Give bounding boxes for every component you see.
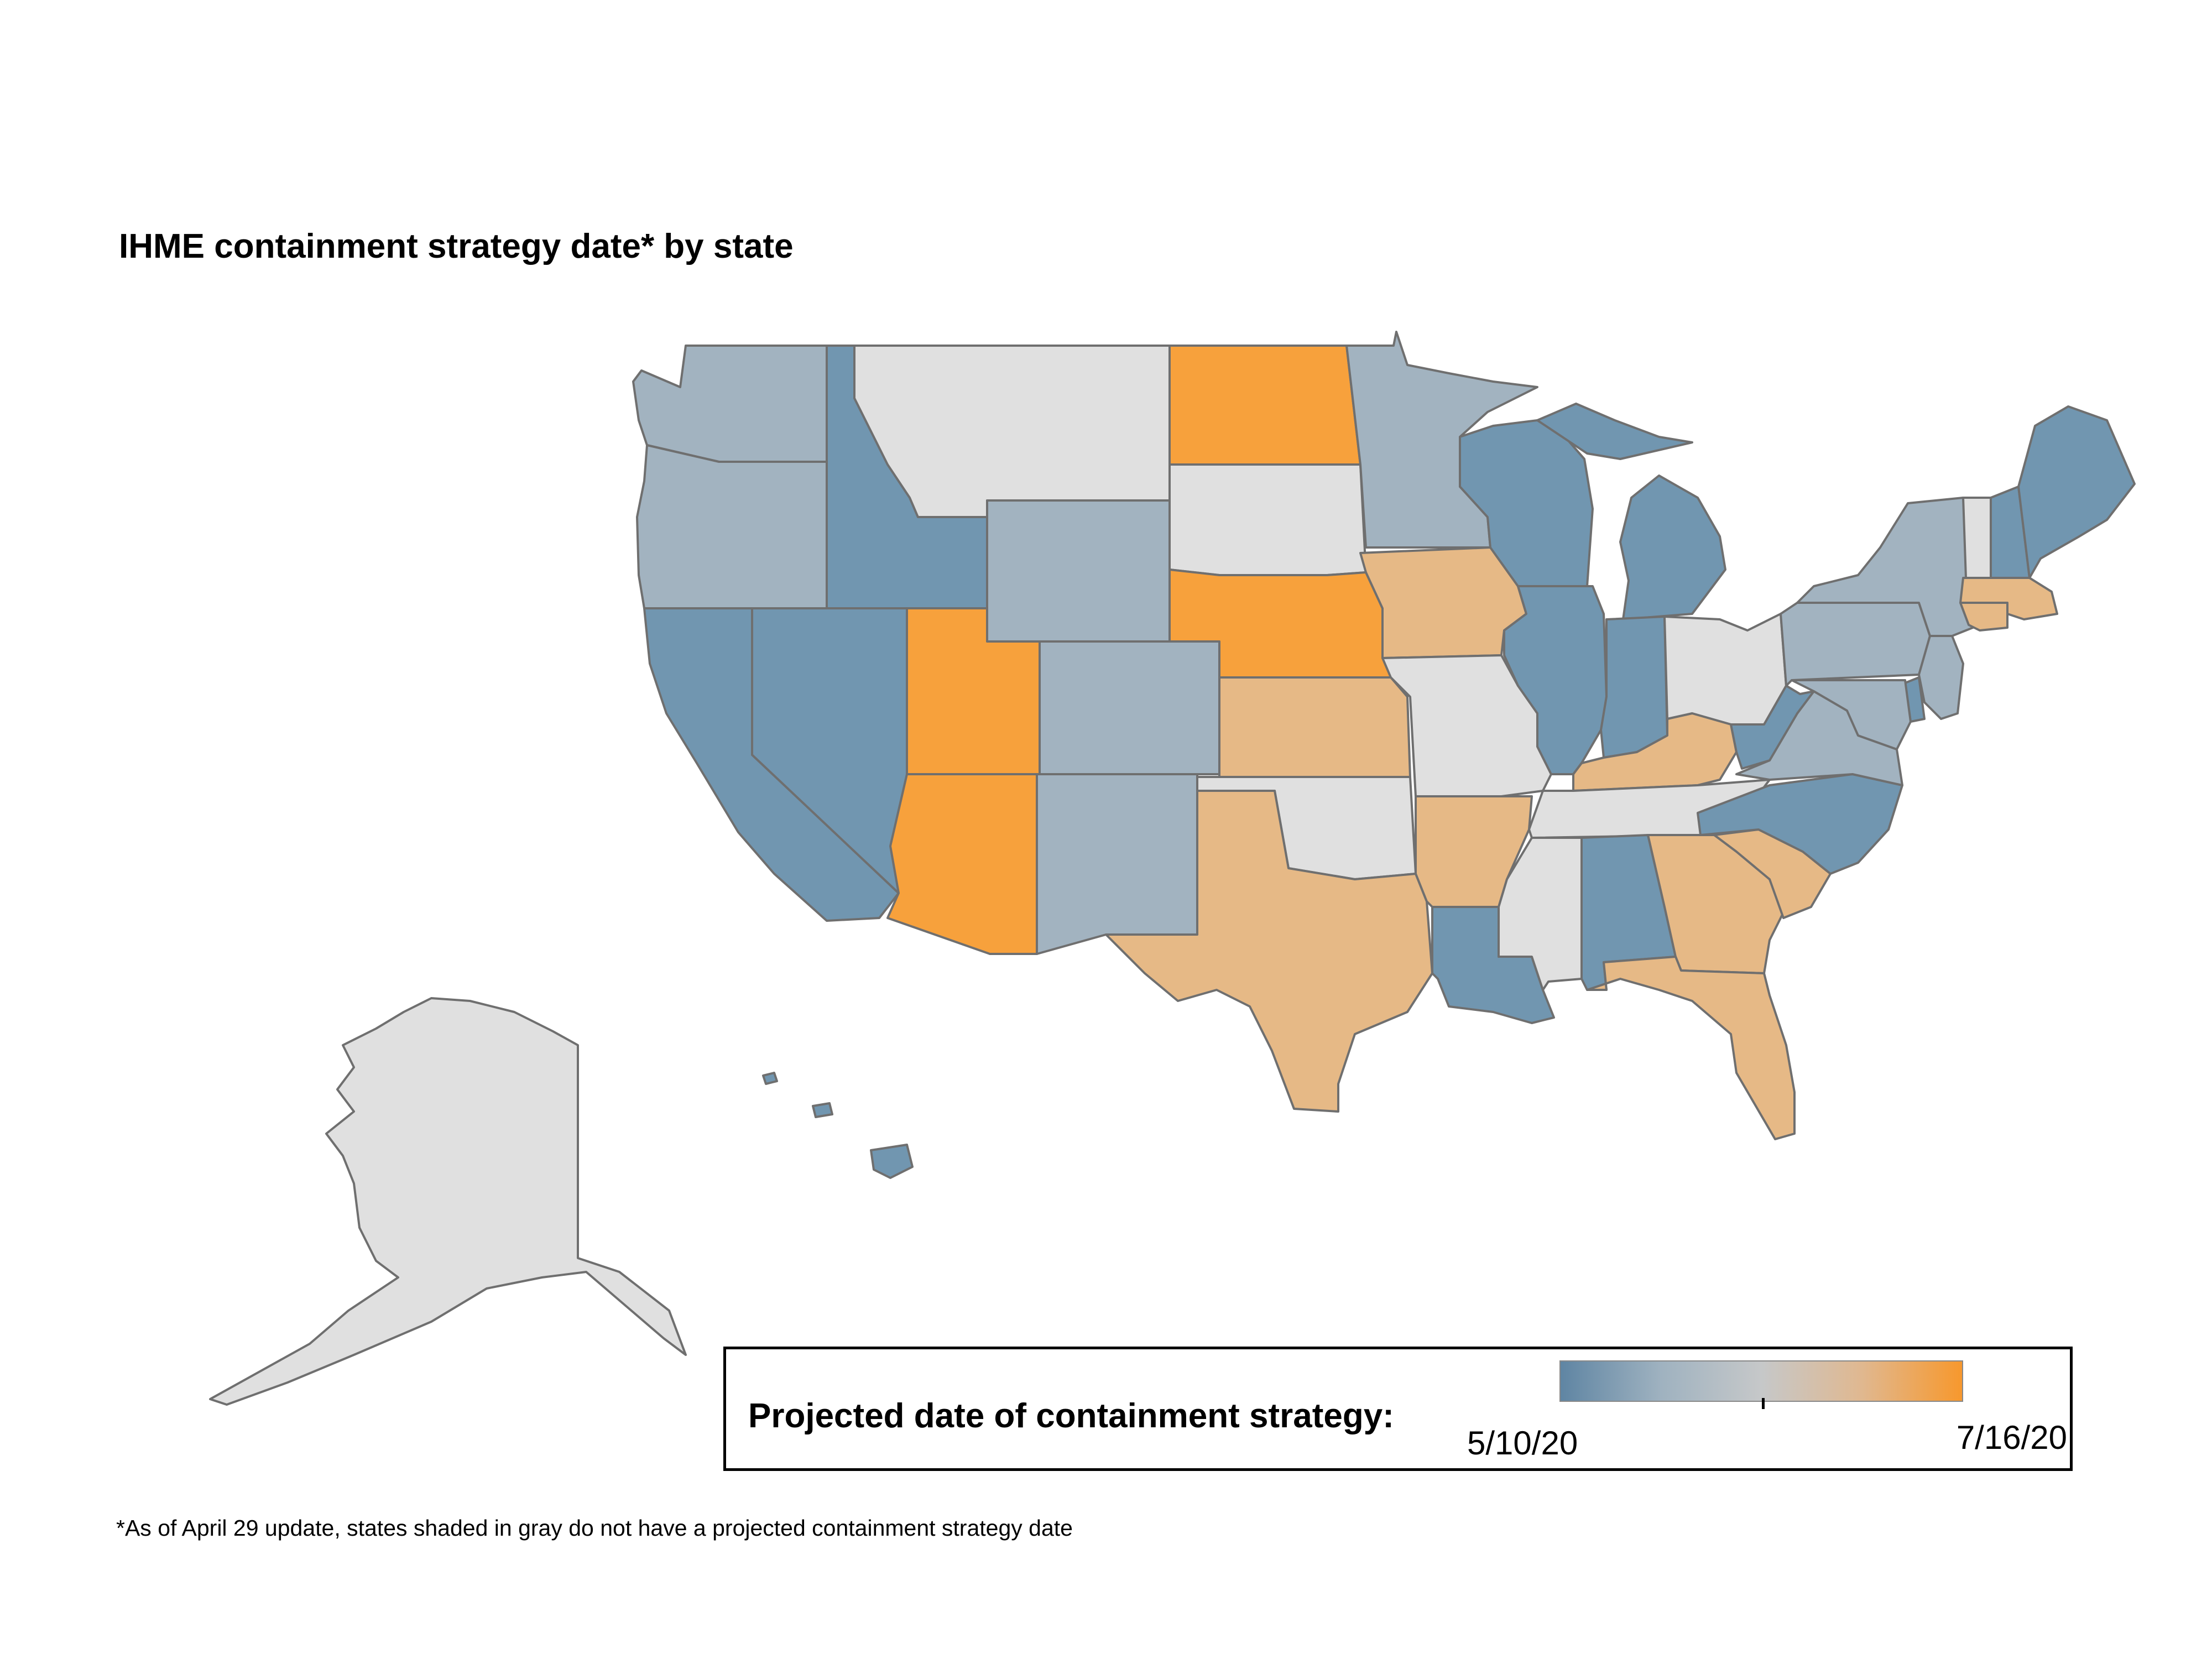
state-il[interactable] bbox=[1503, 585, 1608, 775]
state-wv[interactable] bbox=[1730, 685, 1815, 770]
state-nd[interactable] bbox=[1168, 345, 1361, 466]
state-md[interactable] bbox=[1791, 679, 1912, 750]
state-fl[interactable] bbox=[1586, 956, 1796, 1140]
legend: Projected date of containment strategy: … bbox=[723, 1347, 2073, 1471]
state-ma[interactable] bbox=[1959, 577, 2058, 620]
state-ks[interactable] bbox=[1218, 676, 1411, 778]
legend-tick-mark bbox=[1762, 1398, 1765, 1409]
state-hi[interactable] bbox=[762, 1072, 914, 1179]
state-in[interactable] bbox=[1600, 615, 1668, 759]
state-mi[interactable] bbox=[1536, 403, 1726, 620]
state-sd[interactable] bbox=[1168, 463, 1367, 576]
legend-max-date: 7/16/20 bbox=[1956, 1419, 2067, 1456]
state-nm[interactable] bbox=[1036, 773, 1198, 955]
footnote: *As of April 29 update, states shaded in… bbox=[116, 1515, 1073, 1541]
state-ak[interactable] bbox=[209, 997, 687, 1406]
state-wa[interactable] bbox=[632, 345, 828, 463]
legend-color-scale bbox=[1559, 1360, 1963, 1402]
state-az[interactable] bbox=[886, 773, 1038, 955]
state-nc[interactable] bbox=[1697, 773, 1903, 875]
state-me[interactable] bbox=[2017, 405, 2136, 579]
state-vt[interactable] bbox=[1962, 497, 1992, 579]
page-title: IHME containment strategy date* by state bbox=[119, 227, 794, 265]
state-mn[interactable] bbox=[1345, 331, 1538, 549]
legend-min-date: 5/10/20 bbox=[1467, 1425, 1578, 1462]
state-or[interactable] bbox=[636, 444, 828, 609]
state-oh[interactable] bbox=[1663, 613, 1787, 726]
state-nj[interactable] bbox=[1918, 635, 1964, 720]
state-co[interactable] bbox=[1039, 640, 1220, 775]
state-pa[interactable] bbox=[1780, 602, 1931, 687]
state-tx[interactable] bbox=[1105, 790, 1433, 1113]
state-wy[interactable] bbox=[986, 499, 1171, 643]
legend-label: Projected date of containment strategy: bbox=[748, 1397, 1394, 1435]
